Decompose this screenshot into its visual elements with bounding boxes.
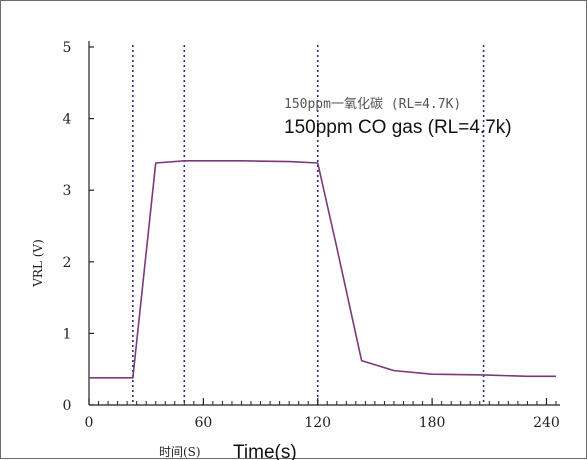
y-tick-label-1: 1 [63, 326, 72, 342]
y-tick-label-0: 0 [63, 398, 72, 414]
x-tick-label-60: 60 [194, 415, 212, 431]
series-layer [89, 160, 556, 379]
annotation-english: 150ppm CO gas (RL=4.7k) [284, 117, 512, 138]
x-ticks: 0 60 120 180 240 [85, 398, 560, 431]
y-tick-label-4: 4 [63, 112, 72, 128]
y-axis-label: VRL (V) [31, 239, 45, 288]
axes [88, 41, 560, 406]
y-tick-label-5: 5 [63, 40, 72, 56]
annotation-chinese: 150ppm一氧化碳 (RL=4.7K) [284, 97, 461, 112]
y-ticks: 0 1 2 3 4 5 [63, 40, 94, 414]
reference-lines [132, 45, 485, 405]
x-minor-ticks [88, 401, 557, 405]
x-axis-label-english: Time(s) [233, 442, 297, 460]
x-axis-label-chinese: 时间(S) [159, 445, 201, 459]
y-tick-label-3: 3 [63, 183, 72, 199]
y-tick-label-2: 2 [63, 255, 72, 271]
x-tick-label-0: 0 [85, 415, 94, 431]
x-tick-label-180: 180 [419, 415, 446, 431]
x-tick-label-240: 240 [533, 415, 560, 431]
series-line-0 [89, 160, 556, 379]
x-tick-label-120: 120 [304, 415, 331, 431]
